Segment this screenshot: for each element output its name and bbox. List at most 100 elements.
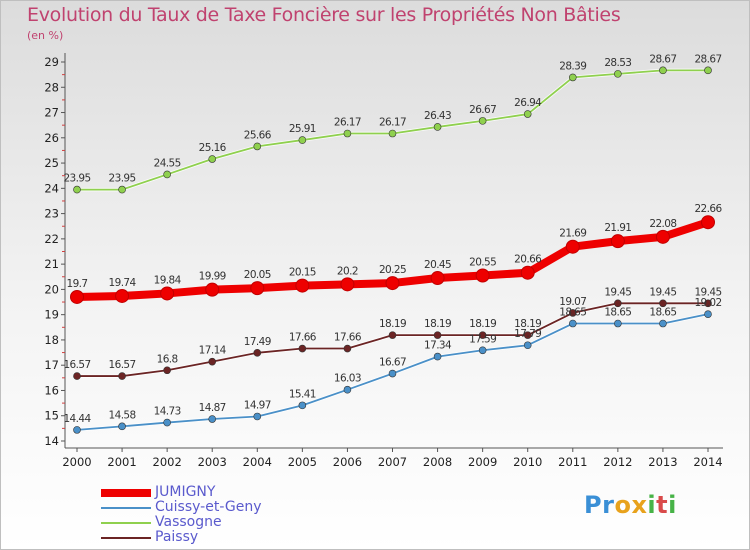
legend-item: Paissy	[101, 530, 262, 545]
data-point	[704, 310, 712, 318]
legend-item: JUMIGNY	[101, 485, 262, 500]
data-point	[568, 73, 577, 82]
data-label: 17.14	[199, 345, 227, 357]
data-label: 15.41	[289, 388, 316, 400]
legend-item: Vassogne	[101, 515, 262, 530]
data-point	[433, 123, 442, 131]
y-tick-label: 17	[44, 358, 59, 372]
data-label: 18.65	[649, 307, 676, 319]
data-point	[298, 344, 307, 353]
data-point	[253, 412, 262, 421]
data-label: 19.99	[199, 271, 226, 283]
legend-item: Cuissy-et-Geny	[101, 500, 262, 515]
data-label: 26.17	[334, 117, 361, 129]
y-tick-label: 27	[44, 106, 59, 120]
x-tick-label: 2010	[513, 455, 542, 469]
data-point	[73, 185, 81, 194]
data-label: 20.55	[469, 257, 496, 269]
data-label: 23.95	[109, 173, 136, 185]
x-tick-label: 2000	[62, 455, 91, 469]
data-label: 23.95	[63, 173, 90, 185]
data-point	[253, 349, 262, 357]
y-tick-label: 19	[44, 308, 59, 322]
data-label: 26.17	[379, 117, 406, 129]
data-label: 21.91	[604, 222, 631, 234]
data-label: 19.45	[604, 286, 631, 298]
data-label: 20.2	[337, 265, 358, 277]
data-point	[298, 401, 307, 410]
data-point	[208, 357, 217, 366]
data-point	[701, 215, 715, 230]
data-point	[523, 341, 532, 350]
x-tick-label: 2003	[198, 455, 227, 469]
data-point	[208, 415, 217, 423]
data-point	[433, 352, 442, 361]
y-tick-label: 16	[44, 383, 59, 397]
data-label: 16.67	[379, 357, 406, 369]
data-point	[568, 309, 577, 317]
legend-swatch	[101, 521, 151, 524]
data-label: 16.57	[109, 359, 136, 371]
legend-swatch	[101, 536, 151, 539]
x-tick-label: 2002	[153, 455, 182, 469]
x-tick-label: 2006	[333, 455, 362, 469]
data-point	[704, 299, 712, 308]
legend-swatch	[101, 506, 151, 509]
data-label: 25.91	[289, 123, 316, 135]
data-point	[430, 271, 445, 286]
y-tick-label: 23	[44, 207, 59, 221]
data-point	[250, 281, 265, 296]
data-label: 25.16	[199, 142, 227, 154]
data-point	[659, 66, 667, 75]
x-tick-label: 2009	[468, 455, 497, 469]
legend-label: Vassogne	[155, 514, 222, 530]
x-tick-label: 2005	[288, 455, 317, 469]
logo-letter: P	[584, 491, 603, 519]
data-label: 18.65	[559, 307, 586, 319]
data-point	[160, 286, 175, 301]
data-label: 20.66	[514, 254, 542, 266]
data-label: 19.07	[559, 296, 586, 308]
data-label: 17.66	[289, 332, 317, 344]
data-label: 18.19	[379, 318, 406, 330]
x-tick-label: 2007	[378, 455, 407, 469]
data-label: 20.25	[379, 264, 406, 276]
x-tick-label: 2014	[693, 455, 722, 469]
legend-swatch	[101, 488, 151, 497]
data-point	[118, 422, 126, 431]
data-label: 17.59	[469, 333, 496, 345]
data-point	[523, 110, 532, 118]
data-point	[388, 331, 397, 339]
data-point	[385, 276, 400, 291]
y-tick-label: 29	[44, 55, 59, 69]
legend: JUMIGNY Cuissy-et-Geny Vassogne Paissy	[101, 485, 262, 545]
line-chart: 14 15 16 17 18 19 20 21 22 23 24 25 26 27 28 29 2000 2001…	[44, 53, 723, 469]
data-label: 18.19	[514, 318, 541, 330]
data-label: 19.74	[109, 277, 137, 289]
data-point	[478, 117, 487, 125]
data-label: 17.49	[244, 336, 271, 348]
data-label: 14.73	[154, 406, 181, 418]
x-tick-label: 2011	[558, 455, 587, 469]
y-tick-label: 20	[44, 282, 59, 296]
data-point	[659, 299, 667, 308]
data-label: 28.39	[559, 60, 586, 72]
data-point	[704, 66, 712, 75]
data-point	[163, 366, 171, 375]
data-label: 21.69	[559, 228, 586, 240]
data-point	[73, 372, 81, 380]
data-point	[70, 289, 84, 304]
data-point	[614, 299, 622, 308]
x-tick-label: 2012	[603, 455, 632, 469]
logo-letter: x	[631, 491, 648, 519]
unit-label: (en %)	[27, 29, 64, 42]
data-point	[659, 319, 667, 328]
data-point	[388, 129, 397, 138]
data-label: 26.94	[514, 97, 542, 109]
data-point	[343, 385, 352, 394]
data-point	[343, 344, 352, 353]
data-label: 19.7	[67, 278, 88, 290]
data-label: 14.58	[109, 409, 136, 421]
data-point	[478, 331, 487, 339]
legend-label: JUMIGNY	[155, 484, 216, 500]
